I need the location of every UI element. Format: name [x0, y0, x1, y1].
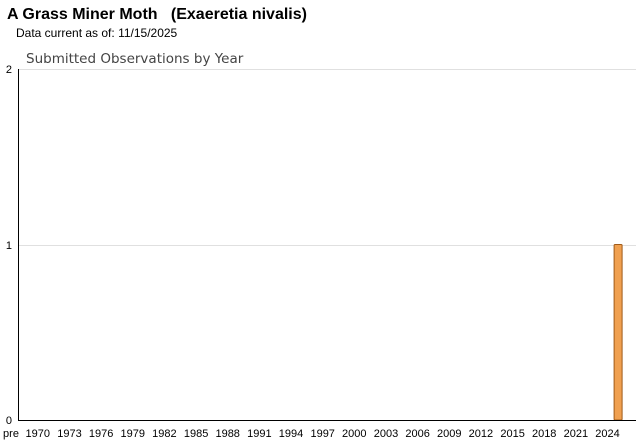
x-tick-label: 2009: [437, 428, 461, 440]
y-tick-label: 0: [6, 415, 12, 427]
x-tick-label: 2000: [342, 428, 366, 440]
axes: [18, 69, 636, 421]
x-tick-label: 1976: [89, 428, 113, 440]
x-tick-label: 1979: [121, 428, 145, 440]
x-tick-label: 1970: [26, 428, 50, 440]
x-tick-label: 1997: [310, 428, 334, 440]
x-tick-label: 2006: [405, 428, 429, 440]
x-tick-label: 1991: [247, 428, 271, 440]
x-tick-label: 2018: [532, 428, 556, 440]
x-tick-label: 1973: [57, 428, 81, 440]
x-tick-label: 2024: [595, 428, 619, 440]
species-heading: A Grass Miner Moth (Exaeretia nivalis): [7, 5, 307, 24]
x-tick-label: 1985: [184, 428, 208, 440]
bar-2025: [613, 244, 623, 421]
x-tick-label: 1982: [152, 428, 176, 440]
y-tick-labels: 0 1 2: [6, 64, 12, 427]
species-scientific-name: (Exaeretia nivalis): [170, 6, 307, 23]
chart-title: Submitted Observations by Year: [26, 51, 244, 67]
grid-lines: [18, 69, 636, 246]
data-current-line: Data current as of: 11/15/2025: [16, 26, 177, 40]
x-tick-labels: pre 1970 1973 1976 1979 1982 1985 1988 1991 1994 1…: [3, 428, 620, 440]
x-tick-label: 2021: [564, 428, 588, 440]
x-tick-label: 1988: [215, 428, 239, 440]
x-tick-label: pre: [3, 428, 19, 440]
y-tick-label: 2: [6, 64, 12, 76]
y-tick-label: 1: [6, 240, 12, 252]
data-current-label: Data current as of:: [16, 26, 115, 40]
species-common-name: A Grass Miner Moth: [7, 6, 158, 23]
x-tick-label: 2015: [500, 428, 524, 440]
x-tick-label: 2003: [374, 428, 398, 440]
x-tick-label: 2012: [469, 428, 493, 440]
bars: [613, 244, 623, 421]
x-tick-label: 1994: [279, 428, 303, 440]
data-current-date: 11/15/2025: [118, 26, 178, 40]
